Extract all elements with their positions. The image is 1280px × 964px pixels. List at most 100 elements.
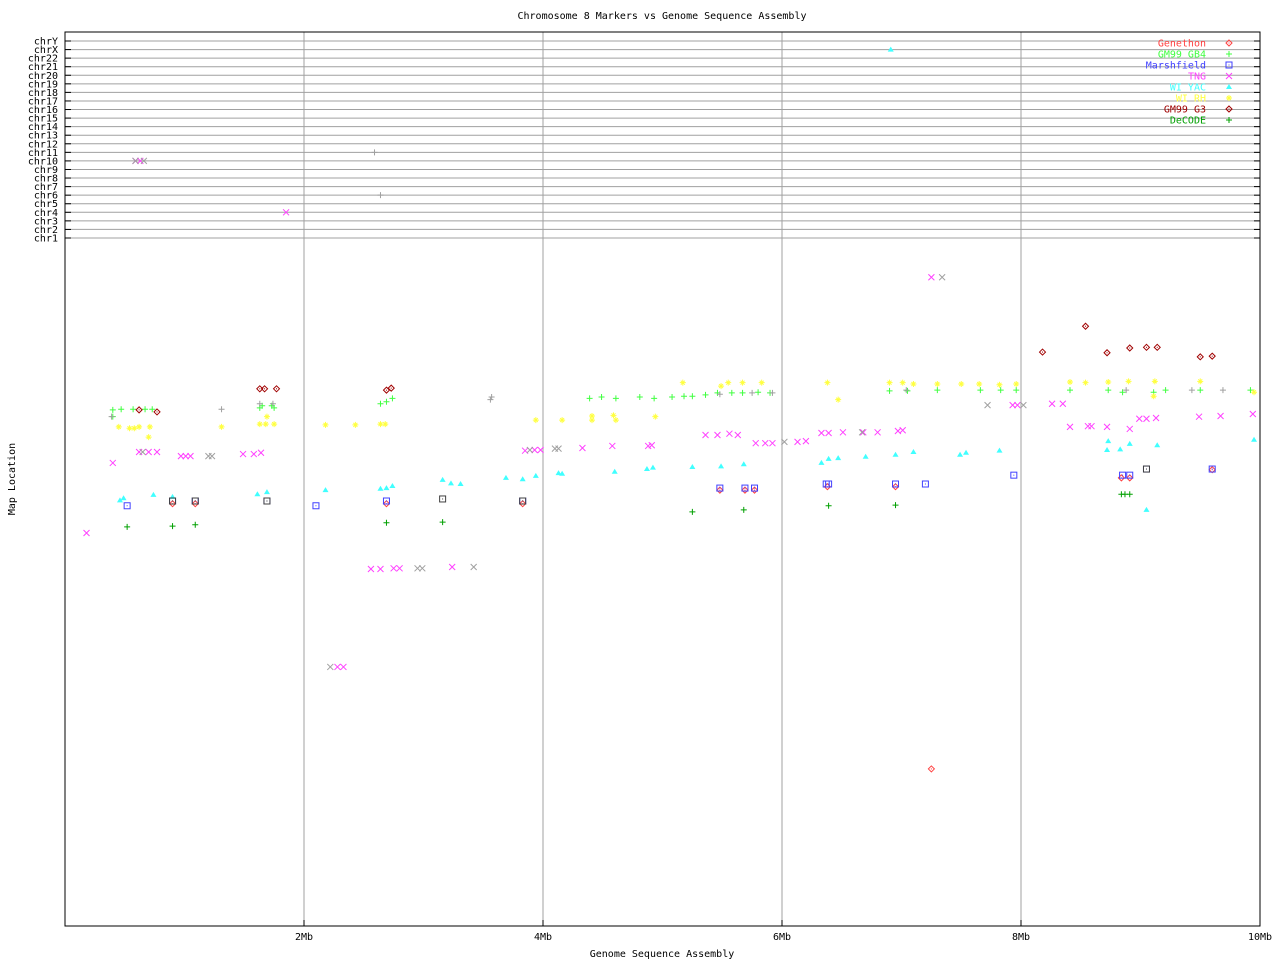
data-point (149, 406, 156, 413)
series-wi-yac (116, 46, 1258, 512)
data-point (124, 523, 131, 530)
data-point (689, 464, 696, 469)
chr-tick-label: chr10 (28, 156, 58, 167)
plus-mark (1226, 51, 1232, 57)
x-mark (1195, 413, 1203, 421)
chr-tick-label: chr11 (28, 148, 58, 159)
x-mark (781, 438, 788, 446)
star-mark (1125, 378, 1132, 385)
plus-mark (997, 387, 1004, 394)
chr-tick-label: chr14 (28, 122, 58, 133)
data-point (1143, 415, 1150, 423)
data-point (1162, 387, 1169, 394)
series-decode (124, 491, 1133, 530)
plus-mark (728, 389, 735, 396)
x-mark (145, 448, 153, 456)
data-point (377, 421, 384, 428)
data-point (502, 474, 509, 480)
star-mark (126, 425, 133, 432)
data-point (835, 396, 842, 403)
x-mark (396, 564, 403, 572)
plus-mark (886, 387, 893, 394)
star-mark (934, 381, 941, 388)
triangle-mark (740, 461, 747, 467)
box-mark (519, 497, 527, 505)
diamond-mark (927, 765, 936, 773)
plus-mark (651, 395, 658, 402)
data-point (1020, 401, 1027, 409)
x-mark (726, 430, 733, 438)
data-point (387, 384, 395, 392)
data-point (439, 519, 446, 526)
axis-ticks: 2Mb 4Mb 6Mb 8Mb 10Mb chr1chr2chr3chr4chr5chr6… (28, 37, 1272, 944)
series-unlabeled (169, 465, 1150, 505)
triangle-mark (1105, 438, 1112, 444)
data-point (963, 449, 970, 455)
triangle-mark (559, 470, 566, 476)
data-point (825, 502, 832, 509)
x-mark (182, 452, 190, 460)
plot-frame (64, 31, 1261, 927)
data-point (126, 425, 133, 432)
x-mark (470, 563, 478, 571)
data-point (769, 389, 776, 396)
diamond-mark (741, 486, 749, 494)
diamond-dot (276, 388, 278, 390)
series-gm99-gb4 (109, 387, 1254, 420)
plus-mark (892, 502, 899, 509)
data-point (958, 381, 965, 388)
triangle-mark (689, 464, 696, 469)
data-point (610, 412, 617, 419)
x-mark (1088, 422, 1095, 430)
data-point (1219, 387, 1226, 394)
box-dot (754, 487, 756, 489)
plus-mark (149, 406, 156, 413)
star-mark (559, 417, 566, 424)
diamond-mark (272, 385, 281, 393)
data-point (1104, 447, 1111, 452)
plus-mark (825, 502, 832, 509)
plus-mark (1162, 387, 1169, 394)
plus-mark (740, 506, 747, 513)
diamond-mark (1081, 322, 1090, 330)
data-point (1105, 387, 1112, 394)
x-mark (928, 273, 935, 281)
data-point (1135, 415, 1143, 423)
data-point (957, 451, 964, 457)
diamond-dot (754, 489, 756, 491)
plus-mark (488, 393, 495, 400)
x-mark (334, 663, 341, 671)
series-gm99-g3 (135, 322, 1216, 416)
data-point (532, 417, 539, 424)
data-point (326, 663, 334, 671)
data-point (263, 489, 270, 495)
box-mark (263, 497, 271, 505)
plus-mark (108, 413, 115, 420)
data-point (1142, 465, 1150, 473)
legend-label: Genethon (1158, 39, 1206, 50)
data-point (1208, 465, 1216, 473)
diamond-dot (1199, 356, 1201, 358)
data-point (257, 449, 265, 457)
data-point (116, 497, 123, 503)
data-point (761, 439, 769, 447)
plus-mark (124, 523, 131, 530)
x-mark (859, 428, 867, 436)
data-point (377, 192, 384, 199)
diamond-dot (744, 489, 746, 491)
data-point (892, 480, 900, 488)
x-mark (132, 157, 139, 165)
box-mark (741, 484, 749, 492)
data-point (447, 480, 454, 486)
x-mark (83, 529, 90, 537)
triangle-mark (862, 453, 869, 459)
diamond-dot (390, 387, 392, 389)
triangle-mark (377, 485, 384, 491)
star-mark (271, 421, 278, 428)
diamond-mark (135, 406, 143, 414)
x-mark (839, 428, 847, 436)
chr-tick-label: chr15 (28, 114, 58, 125)
plus-mark (271, 404, 278, 411)
x-mark (340, 663, 347, 671)
box-dot (194, 500, 196, 502)
